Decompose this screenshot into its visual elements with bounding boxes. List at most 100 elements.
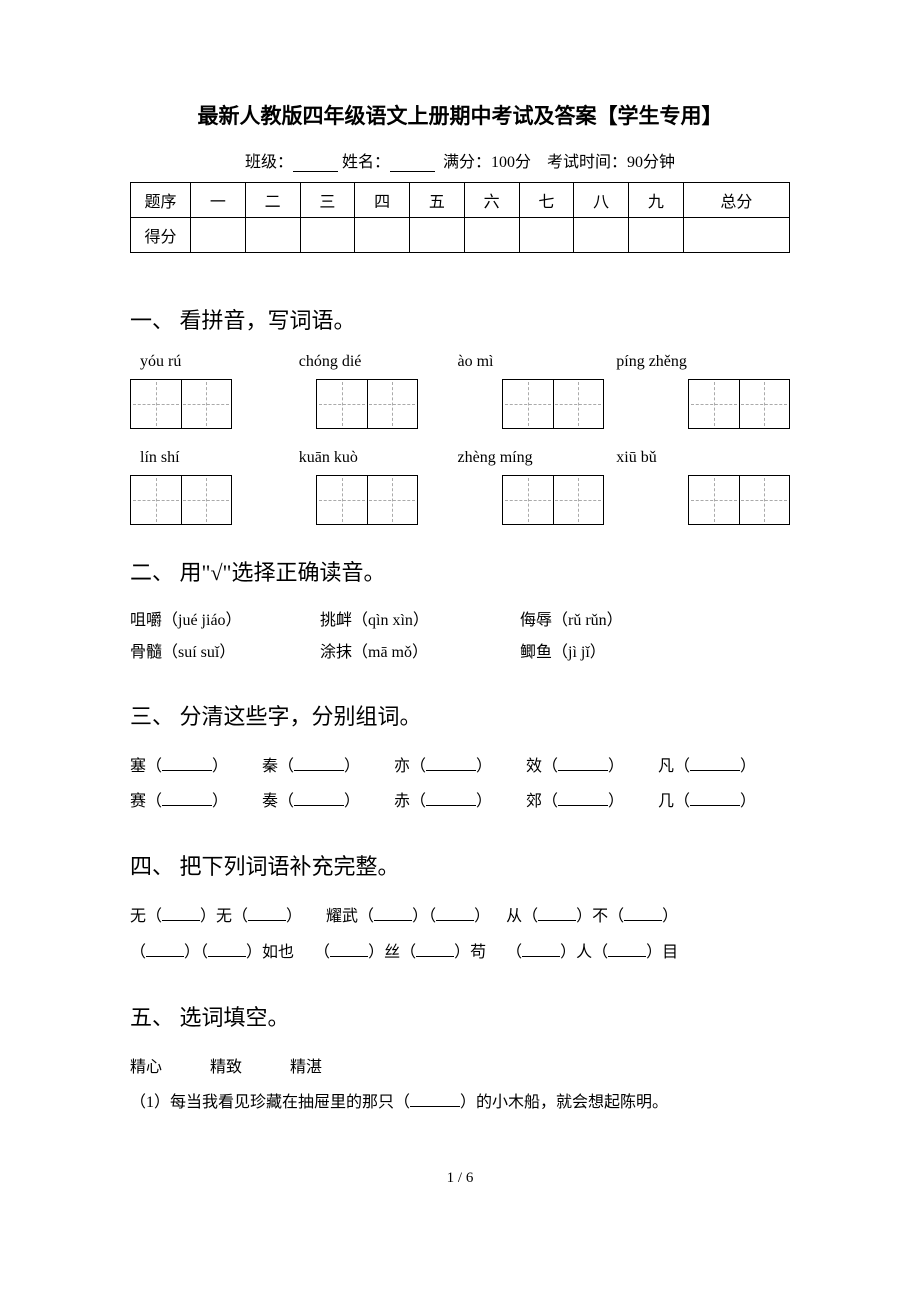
answer-blank[interactable]: [690, 790, 740, 806]
answer-blank[interactable]: [162, 755, 212, 771]
answer-blank[interactable]: [294, 755, 344, 771]
full-score-label: 满分：100分: [443, 154, 531, 171]
table-cell[interactable]: [191, 218, 246, 253]
answer-blank[interactable]: [330, 941, 368, 957]
table-cell: 六: [464, 183, 519, 218]
question-line: （1）每当我看见珍藏在抽屉里的那只（）的小木船，就会想起陈明。: [130, 1085, 790, 1120]
question-item: 郊（）: [526, 784, 658, 819]
pinyin-label: yóu rú: [140, 353, 299, 371]
table-cell: 四: [355, 183, 410, 218]
question-item: 赛（）: [130, 784, 262, 819]
table-cell[interactable]: [629, 218, 684, 253]
table-cell: 八: [574, 183, 629, 218]
question-item: 咀嚼（jué jiáo）: [130, 605, 320, 637]
question-item: 骨髓（suí suǐ）: [130, 637, 320, 669]
score-table: 题序 一 二 三 四 五 六 七 八 九 总分 得分: [130, 182, 790, 253]
pinyin-label: píng zhěng: [616, 353, 775, 371]
question-item: 侮辱（rǔ rǔn）: [520, 605, 790, 637]
table-cell: 一: [191, 183, 246, 218]
table-cell: 九: [629, 183, 684, 218]
answer-blank[interactable]: [558, 755, 608, 771]
table-cell[interactable]: [574, 218, 629, 253]
section-2-heading: 二、 用"√"选择正确读音。: [130, 555, 790, 587]
answer-blank[interactable]: [162, 790, 212, 806]
word-options: 精心 精致 精湛: [130, 1050, 790, 1085]
table-row: 得分: [131, 218, 790, 253]
question-item: 亦（）: [394, 749, 526, 784]
pinyin-row: yóu rú chóng dié ào mì píng zhěng: [130, 353, 790, 371]
char-box[interactable]: [316, 379, 418, 429]
question-line: （）（）如也 （）丝（）苟 （）人（）目: [130, 935, 790, 970]
table-row: 题序 一 二 三 四 五 六 七 八 九 总分: [131, 183, 790, 218]
char-box[interactable]: [688, 475, 790, 525]
table-cell: 二: [245, 183, 300, 218]
char-box-row: [130, 475, 790, 525]
answer-blank[interactable]: [426, 790, 476, 806]
name-label: 姓名：: [342, 154, 390, 171]
answer-blank[interactable]: [608, 941, 646, 957]
pinyin-label: kuān kuò: [299, 449, 458, 467]
question-item: 塞（）: [130, 749, 262, 784]
question-item: 赤（）: [394, 784, 526, 819]
pinyin-label: zhèng míng: [458, 449, 617, 467]
answer-blank[interactable]: [436, 905, 474, 921]
answer-blank[interactable]: [410, 1091, 460, 1107]
table-cell[interactable]: [300, 218, 355, 253]
answer-blank[interactable]: [690, 755, 740, 771]
answer-blank[interactable]: [294, 790, 344, 806]
pinyin-label: lín shí: [140, 449, 299, 467]
question-line: 赛（） 奏（） 赤（） 郊（） 几（）: [130, 784, 790, 819]
answer-blank[interactable]: [146, 941, 184, 957]
question-line: 塞（） 秦（） 亦（） 效（） 凡（）: [130, 749, 790, 784]
time-label: 考试时间：90分钟: [547, 154, 675, 171]
table-cell: 三: [300, 183, 355, 218]
section-3-heading: 三、 分清这些字，分别组词。: [130, 699, 790, 731]
char-box[interactable]: [502, 379, 604, 429]
class-blank[interactable]: [293, 171, 338, 172]
section-1-heading: 一、 看拼音，写词语。: [130, 303, 790, 335]
table-cell[interactable]: [410, 218, 465, 253]
document-title: 最新人教版四年级语文上册期中考试及答案【学生专用】: [130, 100, 790, 130]
char-box[interactable]: [316, 475, 418, 525]
char-box[interactable]: [502, 475, 604, 525]
answer-blank[interactable]: [558, 790, 608, 806]
answer-blank[interactable]: [416, 941, 454, 957]
answer-blank[interactable]: [208, 941, 246, 957]
page-number: 1 / 6: [130, 1170, 790, 1187]
question-line: 无（）无（） 耀武（）（） 从（）不（）: [130, 899, 790, 934]
question-item: 几（）: [658, 784, 790, 819]
exam-info-line: 班级： 姓名： 满分：100分 考试时间：90分钟: [130, 148, 790, 172]
char-box-row: [130, 379, 790, 429]
char-box[interactable]: [688, 379, 790, 429]
name-blank[interactable]: [390, 171, 435, 172]
char-box[interactable]: [130, 379, 232, 429]
class-label: 班级：: [245, 154, 293, 171]
answer-blank[interactable]: [426, 755, 476, 771]
question-item: 凡（）: [658, 749, 790, 784]
table-cell[interactable]: [355, 218, 410, 253]
answer-blank[interactable]: [522, 941, 560, 957]
answer-blank[interactable]: [162, 905, 200, 921]
answer-blank[interactable]: [248, 905, 286, 921]
section-4-heading: 四、 把下列词语补充完整。: [130, 849, 790, 881]
pinyin-label: chóng dié: [299, 353, 458, 371]
table-cell[interactable]: [245, 218, 300, 253]
question-line: 咀嚼（jué jiáo） 挑衅（qìn xìn） 侮辱（rǔ rǔn）: [130, 605, 790, 637]
table-cell: 题序: [131, 183, 191, 218]
question-item: 涂抹（mā mǒ）: [320, 637, 520, 669]
answer-blank[interactable]: [624, 905, 662, 921]
char-box[interactable]: [130, 475, 232, 525]
table-cell[interactable]: [683, 218, 789, 253]
question-item: 秦（）: [262, 749, 394, 784]
table-cell: 总分: [683, 183, 789, 218]
question-item: 鲫鱼（jì jǐ）: [520, 637, 790, 669]
table-cell[interactable]: [519, 218, 574, 253]
question-line: 骨髓（suí suǐ） 涂抹（mā mǒ） 鲫鱼（jì jǐ）: [130, 637, 790, 669]
question-item: 奏（）: [262, 784, 394, 819]
table-cell: 得分: [131, 218, 191, 253]
pinyin-label: ào mì: [458, 353, 617, 371]
answer-blank[interactable]: [538, 905, 576, 921]
answer-blank[interactable]: [374, 905, 412, 921]
table-cell[interactable]: [464, 218, 519, 253]
section-5-heading: 五、 选词填空。: [130, 1000, 790, 1032]
